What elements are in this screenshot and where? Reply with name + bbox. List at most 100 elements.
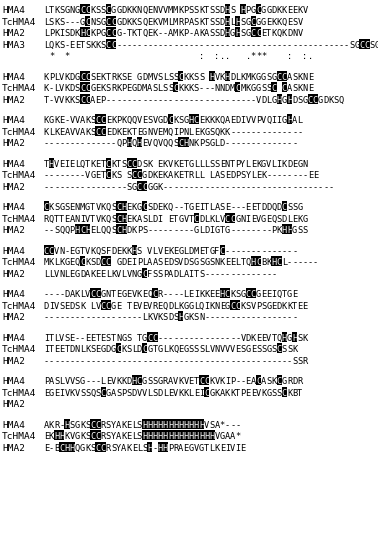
Text: -: - <box>142 41 147 50</box>
Text: S: S <box>116 171 121 180</box>
Text: M: M <box>173 18 178 27</box>
Text: D: D <box>292 377 297 386</box>
Text: S: S <box>277 389 282 398</box>
Text: E: E <box>70 247 75 256</box>
Text: K: K <box>220 128 225 137</box>
Text: D: D <box>277 203 282 213</box>
Bar <box>147 430 152 440</box>
Text: K: K <box>59 258 65 267</box>
Text: H: H <box>287 96 292 105</box>
Text: P: P <box>183 29 189 39</box>
Text: E: E <box>70 258 75 267</box>
Text: T: T <box>183 203 189 213</box>
Text: S: S <box>59 18 65 27</box>
Text: -: - <box>101 357 106 366</box>
Text: S: S <box>209 7 215 15</box>
Text: -: - <box>246 357 251 366</box>
Text: S: S <box>116 389 121 398</box>
Text: C: C <box>173 84 178 94</box>
Text: L: L <box>137 444 142 453</box>
Text: H: H <box>85 226 90 235</box>
Text: K: K <box>101 73 106 82</box>
Text: G: G <box>142 171 147 180</box>
Text: L: L <box>44 270 49 279</box>
Text: K: K <box>292 345 297 354</box>
Text: E: E <box>70 334 75 343</box>
Text: E: E <box>251 203 256 213</box>
Text: G: G <box>282 96 287 105</box>
Text: -: - <box>277 128 282 137</box>
Text: HMA4: HMA4 <box>2 73 25 82</box>
Text: N: N <box>214 302 220 311</box>
Text: R: R <box>178 18 183 27</box>
Text: D: D <box>70 73 75 82</box>
Text: T: T <box>54 215 59 224</box>
Text: -: - <box>64 139 70 148</box>
Bar <box>85 27 90 37</box>
Text: K: K <box>225 389 230 398</box>
Text: -: - <box>137 41 142 50</box>
Text: G: G <box>64 7 70 15</box>
Text: V: V <box>173 389 178 398</box>
Text: E: E <box>90 226 96 235</box>
Text: M: M <box>80 203 85 213</box>
Bar <box>183 419 189 429</box>
Text: K: K <box>297 84 302 94</box>
Text: -: - <box>214 96 220 105</box>
Text: C: C <box>80 84 85 94</box>
Text: V: V <box>152 73 158 82</box>
Text: T: T <box>220 226 225 235</box>
Text: -: - <box>189 29 194 39</box>
Text: V: V <box>266 160 271 169</box>
Text: S: S <box>189 345 194 354</box>
Text: C: C <box>142 345 147 354</box>
Text: Q: Q <box>75 258 80 267</box>
Bar <box>277 375 282 385</box>
Text: G: G <box>261 7 266 15</box>
Text: Q: Q <box>277 334 282 343</box>
Text: -: - <box>297 183 302 192</box>
Text: S: S <box>333 96 339 105</box>
Bar <box>96 419 101 429</box>
Text: I: I <box>59 389 65 398</box>
Text: K: K <box>70 389 75 398</box>
Text: G: G <box>189 160 194 169</box>
Text: *: * <box>235 433 240 441</box>
Text: -: - <box>235 377 240 386</box>
Text: C: C <box>96 444 101 453</box>
Text: D: D <box>199 215 204 224</box>
Text: S: S <box>168 73 173 82</box>
Text: -: - <box>256 41 261 50</box>
Text: A: A <box>214 421 220 430</box>
Text: N: N <box>90 18 96 27</box>
Bar <box>204 386 209 397</box>
Bar <box>277 71 282 80</box>
Text: -: - <box>147 357 152 366</box>
Text: K: K <box>271 18 277 27</box>
Text: -: - <box>230 183 235 192</box>
Text: S: S <box>240 345 246 354</box>
Text: V: V <box>75 128 80 137</box>
Text: V: V <box>54 160 59 169</box>
Text: -: - <box>282 41 287 50</box>
Text: R: R <box>106 444 111 453</box>
Text: -: - <box>116 183 121 192</box>
Text: -: - <box>173 290 178 299</box>
Text: L: L <box>44 41 49 50</box>
Text: E: E <box>158 302 163 311</box>
Bar <box>189 114 194 124</box>
Text: L: L <box>183 247 189 256</box>
Bar <box>251 27 256 37</box>
Text: E: E <box>251 160 256 169</box>
Bar <box>96 126 101 136</box>
Bar <box>54 430 59 440</box>
Text: D: D <box>173 270 178 279</box>
Text: S: S <box>266 73 271 82</box>
Text: HMA2: HMA2 <box>2 401 25 409</box>
Text: C: C <box>101 258 106 267</box>
Text: P: P <box>246 7 251 15</box>
Text: -: - <box>339 41 344 50</box>
Text: D: D <box>70 29 75 39</box>
Text: N: N <box>75 345 80 354</box>
Text: G: G <box>194 226 199 235</box>
